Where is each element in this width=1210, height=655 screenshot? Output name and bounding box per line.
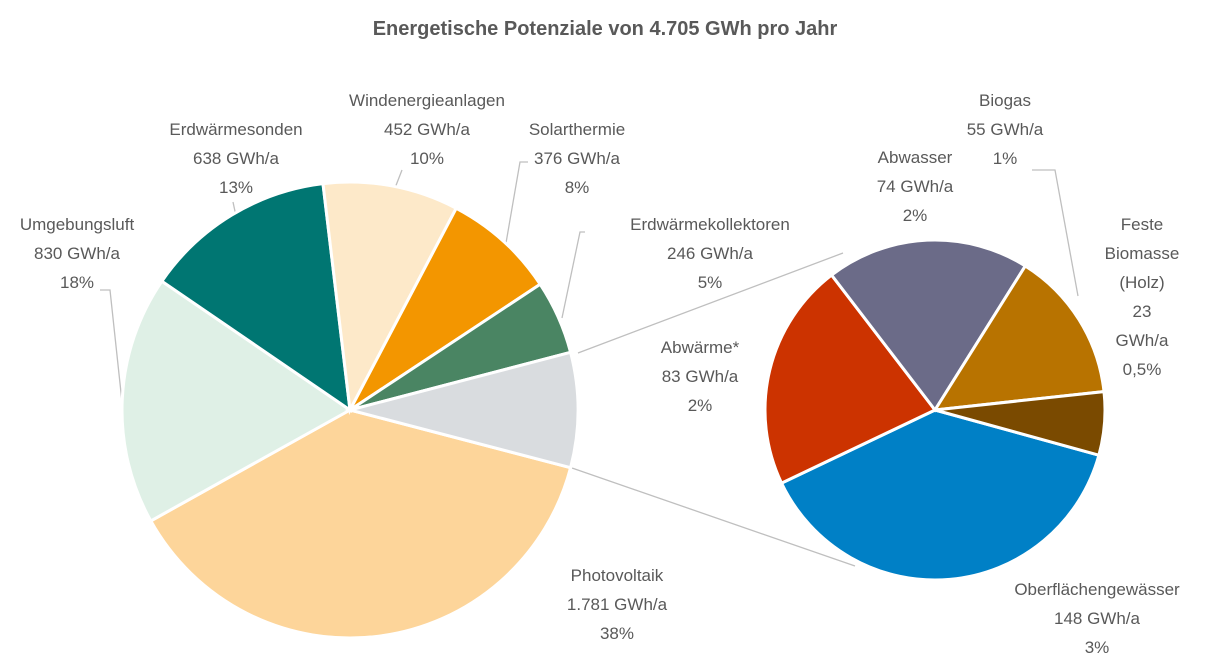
pie-slice — [932, 263, 1106, 412]
data-label: 38% — [599, 624, 635, 643]
data-label: 830 GWh/a — [34, 244, 120, 263]
pie-slice — [148, 408, 573, 640]
pie-slice — [934, 389, 1107, 457]
data-label: 1.781 GWh/a — [566, 595, 668, 614]
slice-label: Oberflächengewässer 148 GWh/a 3% — [1014, 575, 1179, 655]
pie-slice — [159, 181, 352, 414]
slice-label: Windenergieanlagen 452 GWh/a 10% — [349, 86, 505, 173]
pie-slice — [779, 408, 1101, 582]
slice-name: Umgebungsluft — [19, 215, 135, 234]
slice-name: Abwasser — [877, 148, 953, 167]
slice-name: Erdwärmesonden — [169, 120, 303, 139]
slice-label: Solarthermie 376 GWh/a 8% — [529, 115, 625, 202]
data-label: 5% — [697, 273, 723, 292]
data-label: 0,5% — [1122, 360, 1162, 379]
data-label: 376 GWh/a — [534, 149, 620, 168]
data-label: 452 GWh/a — [383, 120, 470, 139]
slice-label: Photovoltaik 1.781 GWh/a 38% — [567, 561, 667, 648]
pie-slice — [763, 272, 938, 486]
slice-label: Abwärme* 83 GWh/a 2% — [661, 333, 739, 420]
data-label: 10% — [409, 149, 445, 168]
data-label: 1% — [992, 149, 1018, 168]
leader-line — [505, 161, 528, 244]
slice-name: Biogas — [979, 91, 1031, 110]
pie-slice — [321, 180, 459, 415]
slice-label: Feste Biomasse (Holz) 23 GWh/a 0,5% — [1105, 210, 1180, 384]
data-label: 2% — [687, 396, 713, 415]
data-label: 246 GWh/a — [667, 244, 753, 263]
leader-line — [100, 289, 123, 403]
leader-line — [1032, 169, 1079, 297]
connector-line — [571, 467, 856, 567]
slice-name: Erdwärmekollektoren — [630, 215, 790, 234]
slice-name: Feste Biomasse (Holz) — [1104, 215, 1180, 292]
data-label: 13% — [218, 178, 254, 197]
slice-label: Abwasser 74 GWh/a 2% — [877, 143, 954, 230]
slice-name: Oberflächengewässer — [1014, 580, 1180, 599]
pie-slice — [348, 206, 543, 412]
connectors — [100, 161, 1079, 567]
data-label: 2% — [902, 206, 928, 225]
slice-name: Windenergieanlagen — [349, 91, 505, 110]
data-label: 55 GWh/a — [966, 120, 1044, 139]
pie-slice — [344, 350, 580, 470]
slice-name: Solarthermie — [528, 120, 626, 139]
data-label: 18% — [59, 273, 95, 292]
slice-name: Abwärme* — [660, 338, 740, 357]
data-label: 83 GWh/a — [661, 367, 739, 386]
connector-line — [577, 252, 844, 354]
slice-label: Erdwärmekollektoren 246 GWh/a 5% — [630, 210, 790, 297]
pie-slice — [829, 238, 1028, 413]
data-label: 3% — [1084, 638, 1110, 655]
data-label: 638 GWh/a — [193, 149, 279, 168]
data-label: 74 GWh/a — [876, 177, 954, 196]
chart-title: Energetische Potenziale von 4.705 GWh pr… — [372, 18, 838, 40]
slice-label: Umgebungsluft 830 GWh/a 18% — [20, 210, 134, 297]
data-label: 23 GWh/a — [1115, 302, 1169, 350]
data-label: 8% — [564, 178, 590, 197]
slice-name: Photovoltaik — [570, 566, 664, 585]
slice-label: Biogas 55 GWh/a 1% — [967, 86, 1044, 173]
slice-label: Erdwärmesonden 638 GWh/a 13% — [169, 115, 302, 202]
data-label: 148 GWh/a — [1054, 609, 1140, 628]
pie-slice — [120, 279, 353, 523]
leader-line — [561, 231, 585, 319]
